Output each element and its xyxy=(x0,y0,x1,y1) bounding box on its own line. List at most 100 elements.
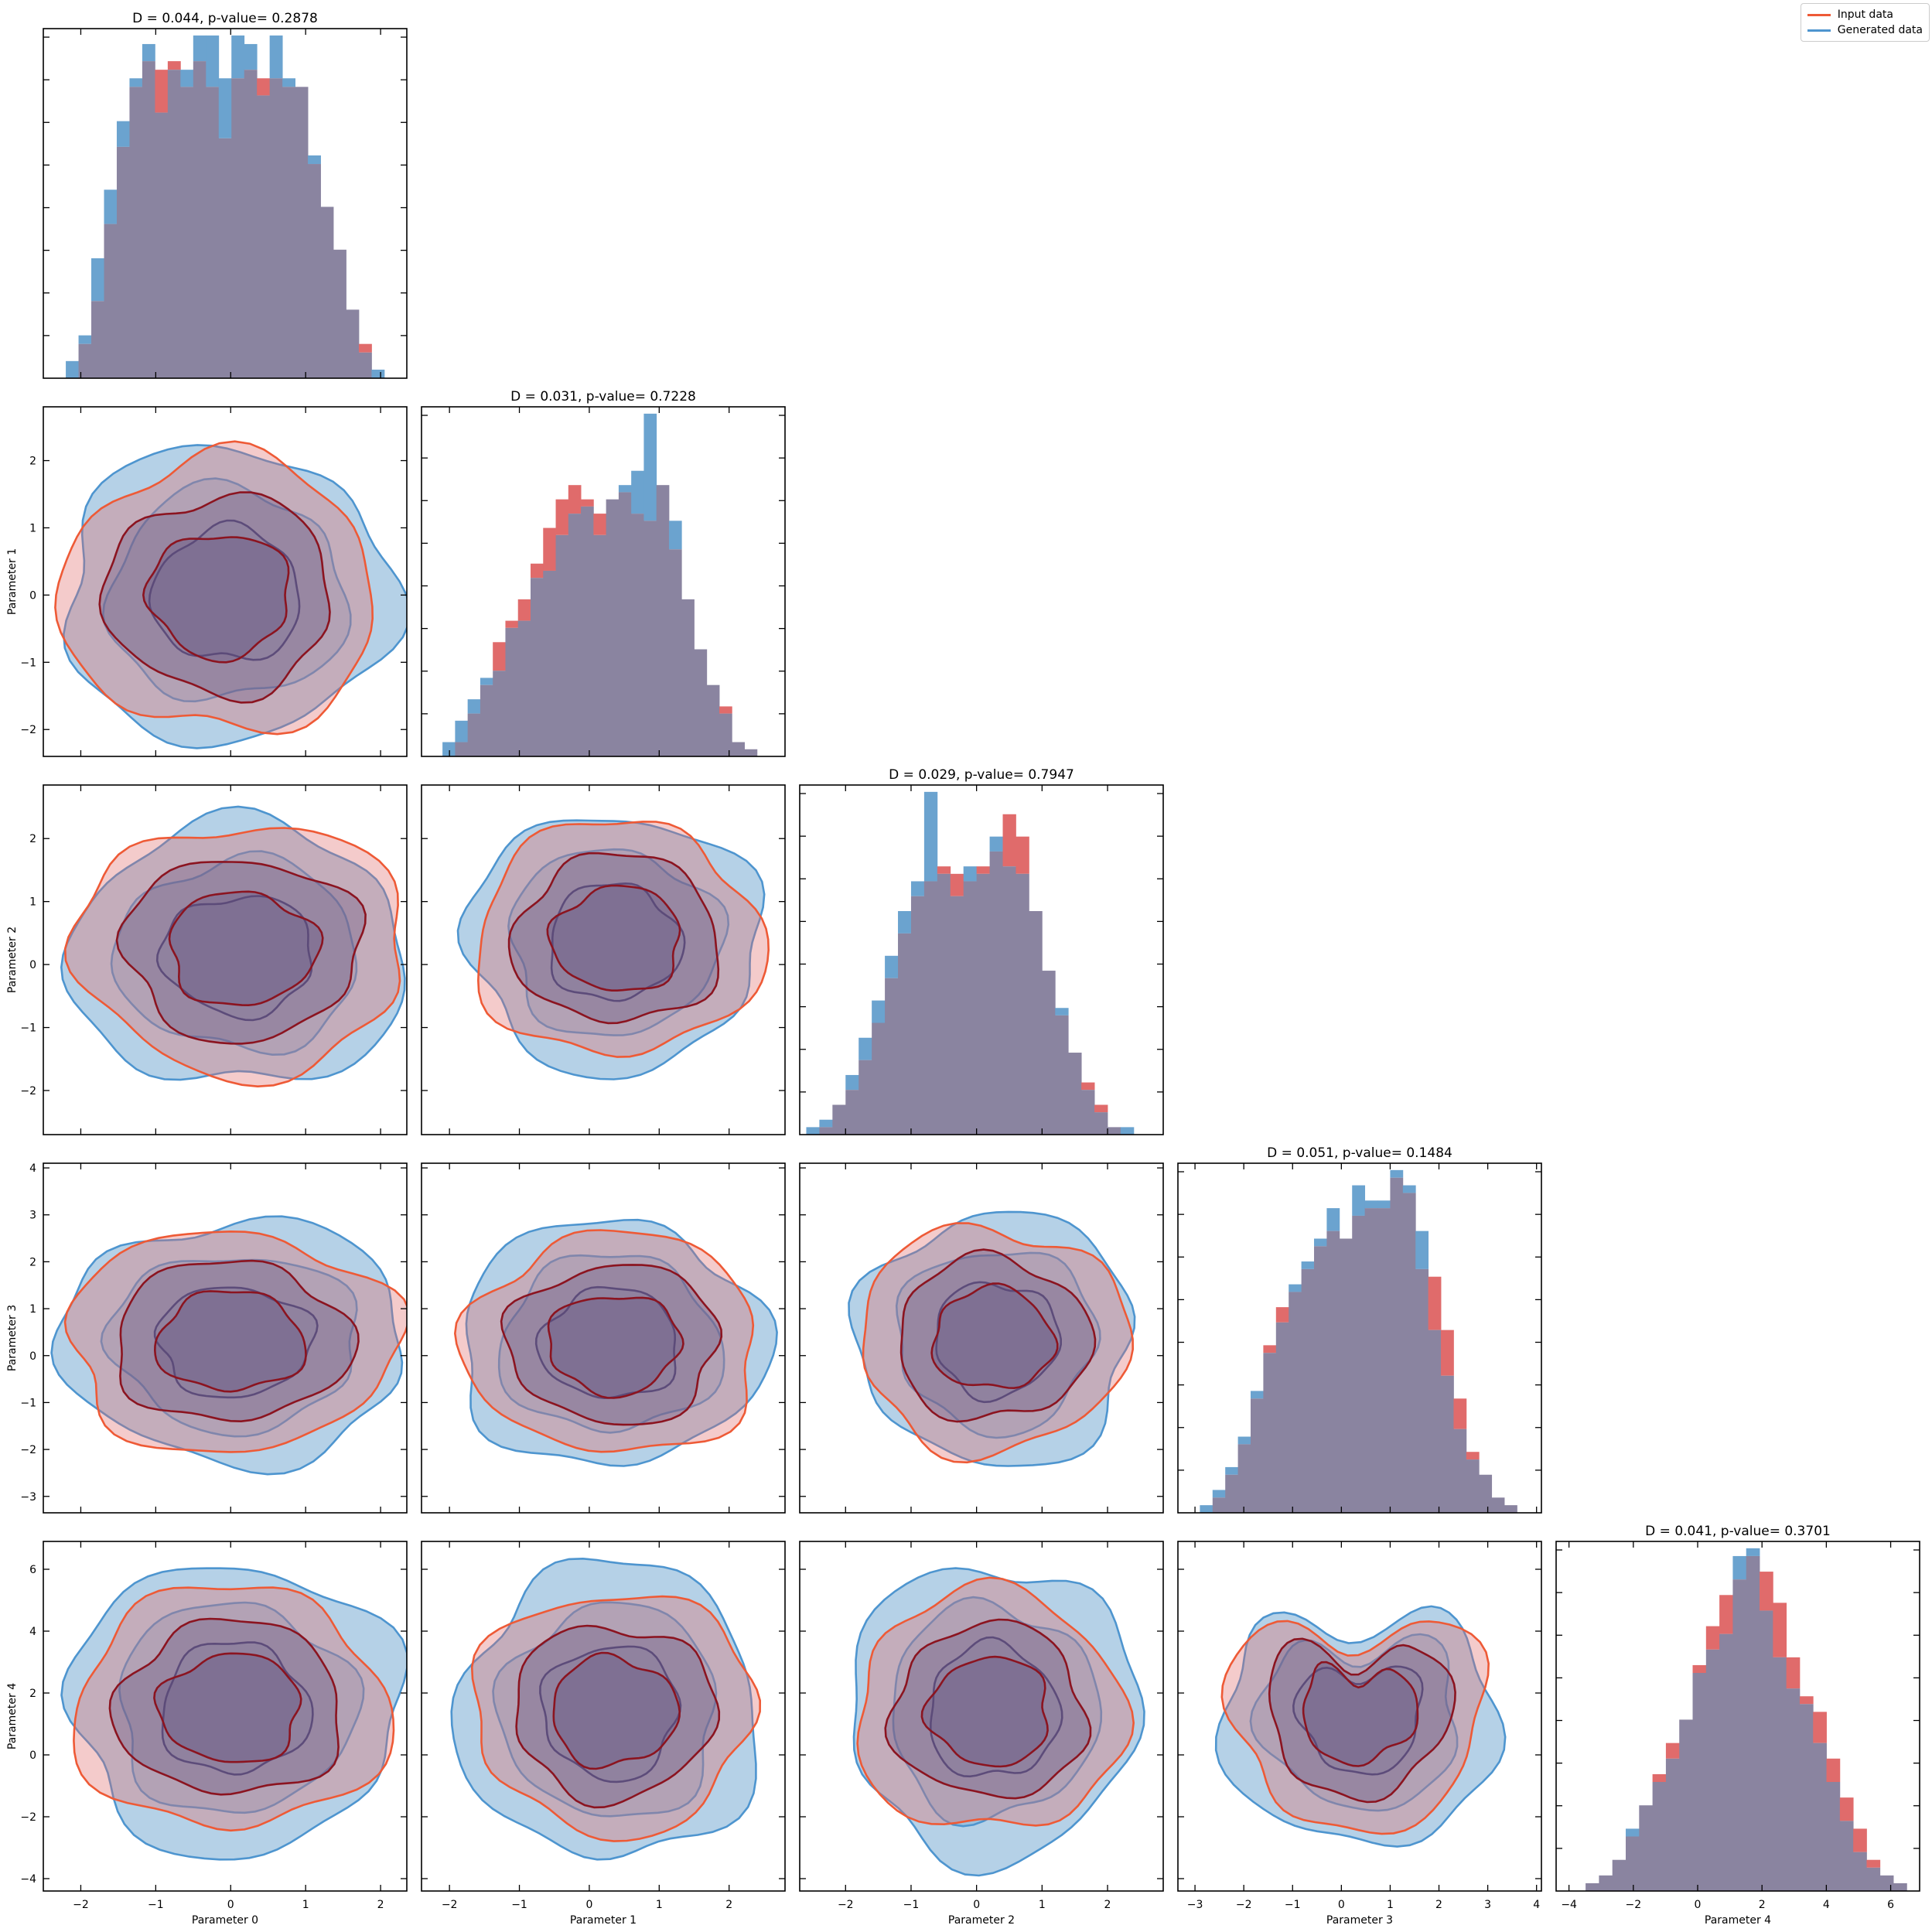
contour-input-level-3 xyxy=(153,1652,302,1763)
panel-3-3: D = 0.051, p-value= 0.1484 xyxy=(1177,1145,1542,1514)
contour-generated-level-3 xyxy=(148,519,301,661)
x-tick-label: −3 xyxy=(1187,1899,1203,1911)
hist-bar-overlap xyxy=(1314,1246,1327,1513)
hist-bar-overlap xyxy=(1415,1268,1429,1513)
hist-bar-overlap xyxy=(505,627,519,756)
histogram-title: D = 0.031, p-value= 0.7228 xyxy=(510,389,696,404)
hist-bar-generated xyxy=(455,720,469,742)
hist-bar-input xyxy=(543,527,556,571)
hist-bar-overlap xyxy=(1029,910,1043,1135)
hist-bar-generated xyxy=(218,78,232,138)
hist-bar-input xyxy=(1263,1345,1277,1353)
panel-frame xyxy=(43,406,408,757)
hist-bar-generated xyxy=(371,369,385,378)
hist-bar-generated xyxy=(910,881,925,896)
hist-bar-input xyxy=(1428,1276,1442,1330)
hist-bar-input xyxy=(1799,1696,1814,1705)
hist-bar-overlap xyxy=(1760,1610,1773,1891)
x-axis-label: Parameter 0 xyxy=(192,1914,258,1927)
hist-bar-overlap xyxy=(1441,1375,1454,1513)
hist-bar-generated xyxy=(845,1074,859,1091)
hist-bar-generated xyxy=(963,866,978,882)
x-tick-label: 2 xyxy=(1759,1899,1766,1911)
hist-bar-input xyxy=(1081,1082,1095,1091)
y-tick-label: −1 xyxy=(20,657,36,669)
hist-bar-overlap xyxy=(1893,1883,1907,1891)
hist-bar-input xyxy=(1760,1572,1773,1611)
contour-generated-level-2 xyxy=(110,850,358,1056)
hist-bar-overlap xyxy=(180,87,194,378)
hist-bar-overlap xyxy=(1364,1208,1378,1513)
hist-bar-overlap xyxy=(832,1104,846,1135)
hist-bar-generated xyxy=(1352,1185,1366,1216)
hist-bar-generated xyxy=(282,78,296,87)
hist-bar-overlap xyxy=(116,146,130,378)
hist-bar-generated xyxy=(180,70,194,87)
hist-bar-generated xyxy=(618,485,632,493)
hist-bar-input xyxy=(1002,814,1016,867)
hist-bar-input xyxy=(950,873,964,896)
histogram-title: D = 0.041, p-value= 0.3701 xyxy=(1645,1524,1831,1539)
x-tick-label: −1 xyxy=(1285,1899,1301,1911)
x-tick-label: 0 xyxy=(1338,1899,1345,1911)
hist-bar-overlap xyxy=(1732,1579,1747,1891)
hist-bar-overlap xyxy=(1746,1555,1760,1891)
hist-bar-overlap xyxy=(244,70,258,378)
panel-plot-area xyxy=(60,805,406,1088)
hist-bar-input xyxy=(155,70,169,113)
legend-generated-label: Generated data xyxy=(1837,24,1923,36)
x-tick-label: −1 xyxy=(148,1899,164,1911)
hist-bar-overlap xyxy=(1390,1177,1404,1513)
hist-bar-overlap xyxy=(1094,1112,1108,1135)
contour-input-level-2 xyxy=(884,1618,1092,1800)
hist-bar-overlap xyxy=(1479,1474,1493,1513)
hist-bar-overlap xyxy=(531,578,544,756)
hist-bar-overlap xyxy=(976,873,990,1135)
hist-bar-overlap xyxy=(155,112,169,378)
y-tick-label: 1 xyxy=(29,522,36,534)
contour-input-level-3 xyxy=(930,1282,1059,1390)
hist-bar-input xyxy=(1813,1712,1827,1743)
x-tick-label: 1 xyxy=(656,1899,663,1911)
hist-bar-overlap xyxy=(656,485,670,756)
hist-bar-overlap xyxy=(643,521,657,756)
contour-input-level-2 xyxy=(98,491,331,704)
hist-bar-input xyxy=(1826,1758,1841,1783)
panel-plot-area xyxy=(848,1210,1136,1467)
x-tick-label: −4 xyxy=(1561,1899,1577,1911)
hist-bar-generated xyxy=(643,413,657,521)
hist-bar-input xyxy=(1275,1307,1289,1323)
y-tick-label: −2 xyxy=(20,1811,36,1824)
x-tick-label: 1 xyxy=(302,1899,309,1911)
hist-bar-overlap xyxy=(543,570,556,756)
hist-bar-overlap xyxy=(1251,1398,1264,1513)
hist-bar-overlap xyxy=(1599,1875,1613,1891)
panel-0-3: −3 −2 −1 0 1 2 3 4 Parameter 3 xyxy=(6,1162,408,1514)
hist-bar-generated xyxy=(1301,1261,1315,1269)
hist-bar-overlap xyxy=(1839,1821,1854,1891)
contour-generated-level-3 xyxy=(1292,1665,1424,1776)
panel-frame xyxy=(421,1541,786,1892)
panel-frame xyxy=(421,784,786,1135)
hist-bar-overlap xyxy=(167,70,181,378)
panel-4-4: D = 0.041, p-value= 0.3701 −4 −2 0 2 4 6 Parame… xyxy=(1555,1524,1920,1927)
x-tick-label: 3 xyxy=(1484,1899,1491,1911)
contour-generated-level-2 xyxy=(101,477,352,703)
hist-bar-overlap xyxy=(618,492,632,756)
hist-bar-input xyxy=(505,620,519,628)
hist-bar-overlap xyxy=(1786,1688,1801,1891)
hist-bar-generated xyxy=(442,742,456,756)
x-tick-label: 0 xyxy=(227,1899,234,1911)
hist-bar-overlap xyxy=(517,620,531,756)
x-tick-label: −1 xyxy=(511,1899,527,1911)
legend-generated-swatch xyxy=(1807,29,1831,32)
hist-bar-generated xyxy=(1055,1008,1069,1015)
hist-bar-overlap xyxy=(819,1127,833,1135)
hist-bar-overlap xyxy=(568,514,582,756)
hist-bar-input xyxy=(1705,1626,1720,1650)
contour-input-level-1 xyxy=(63,1230,407,1453)
x-tick-label: 4 xyxy=(1533,1899,1540,1911)
hist-bar-overlap xyxy=(1504,1505,1517,1513)
hist-bar-input xyxy=(1692,1664,1707,1674)
hist-bar-overlap xyxy=(872,1022,886,1135)
